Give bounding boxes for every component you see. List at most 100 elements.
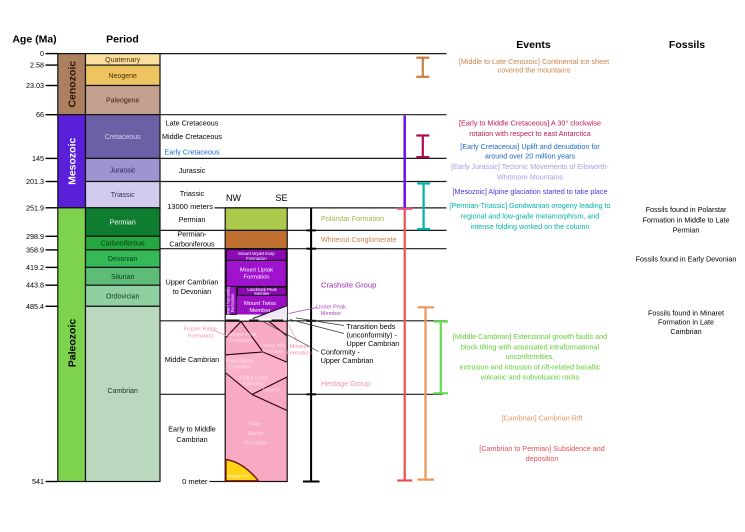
svg-text:Cretaceous: Cretaceous [105,134,141,141]
svg-text:regional and low-grade metamor: regional and low-grade metamorphism, and [461,211,600,220]
svg-text:Fossils found in Early Devonia: Fossils found in Early Devonian [636,255,737,264]
svg-text:Silurian: Silurian [111,274,134,281]
svg-text:Devonian: Devonian [108,256,138,263]
svg-text:Whitmore Mountains: Whitmore Mountains [497,172,563,181]
svg-text:Middle Cambrian: Middle Cambrian [165,355,219,364]
svg-text:Liberty Hills: Liberty Hills [260,343,286,349]
svg-text:Glacier: Glacier [248,431,264,437]
svg-text:Mesozoic: Mesozoic [67,138,79,185]
svg-text:unconformities,: unconformities, [506,352,555,361]
svg-text:Jurassic: Jurassic [110,168,136,175]
svg-text:(unconformity) -: (unconformity) - [347,331,398,340]
svg-text:NW: NW [226,193,241,203]
svg-text:Carboniferous: Carboniferous [169,239,215,248]
svg-text:201.3: 201.3 [26,177,44,186]
svg-text:[Middle Cambrian] Extensional: [Middle Cambrian] Extensional growth fau… [453,332,607,341]
svg-text:[Permian-Triassic] Gondwanian: [Permian-Triassic] Gondwanian orogeny le… [449,201,610,210]
svg-text:volcanic and subvolcanic rocks: volcanic and subvolcanic rocks [481,372,580,381]
svg-text:SE: SE [275,193,287,203]
svg-text:Landmark Peak: Landmark Peak [247,287,277,292]
svg-text:Paleogene: Paleogene [106,98,140,105]
svg-text:Polarstar Formation: Polarstar Formation [321,214,384,223]
svg-text:deposition: deposition [526,454,559,463]
svg-text:Transition beds: Transition beds [347,322,396,331]
svg-text:Upper Cambrian: Upper Cambrian [166,277,219,286]
svg-text:Minaret: Minaret [263,387,280,393]
svg-text:Formation in Late: Formation in Late [658,317,714,326]
svg-text:Fossils: Fossils [669,39,705,51]
svg-text:145: 145 [32,154,44,163]
svg-text:0: 0 [40,49,44,58]
svg-text:[Mesozoic] Alpine glaciation s: [Mesozoic] Alpine glaciation started to … [452,187,607,196]
svg-text:Formation: Formation [188,333,213,339]
svg-text:Frazier Ridge: Frazier Ridge [184,326,218,332]
svg-text:Early to Middle: Early to Middle [168,425,216,434]
svg-text:Ordovician: Ordovician [106,293,140,300]
svg-text:Drake Icefall: Drake Icefall [240,376,268,382]
svg-text:Late Cretaceous: Late Cretaceous [166,118,219,127]
svg-text:[Cambrian] Cambrian Rift: [Cambrian] Cambrian Rift [501,413,582,422]
svg-text:Heritage Group: Heritage Group [321,379,370,388]
svg-text:Member: Member [254,291,270,296]
svg-text:Formation: Formation [246,256,267,261]
svg-text:Formation in Middle to Late: Formation in Middle to Late [642,215,729,224]
svg-text:443.8: 443.8 [26,281,44,290]
svg-text:541: 541 [32,477,44,486]
svg-text:[Early Jurassic] Tectonic Move: [Early Jurassic] Tectonic Movements of E… [451,162,609,171]
svg-text:[Early to Middle Cretaceous] A: [Early to Middle Cretaceous] A 30° clock… [459,119,601,128]
svg-text:covered the mountains: covered the mountains [498,66,571,75]
svg-text:block tilting with associated: block tilting with associated intraforma… [461,343,600,352]
svg-text:Mount Wyatt Earp: Mount Wyatt Earp [238,251,275,256]
svg-text:Cambrian: Cambrian [670,327,701,336]
svg-text:Linder Peak: Linder Peak [316,304,346,310]
svg-text:to Devonian: to Devonian [173,287,211,296]
svg-text:Formation: Formation [230,293,235,313]
svg-text:Formation: Formation [230,338,253,344]
svg-text:around over 20 million years: around over 20 million years [485,152,576,161]
svg-text:Triassic: Triassic [111,192,135,199]
svg-text:2.58: 2.58 [30,61,44,70]
svg-text:Upper Cambrian: Upper Cambrian [347,339,400,348]
svg-text:Formation: Formation [229,364,252,370]
svg-text:Mount Twiss: Mount Twiss [244,301,276,307]
svg-text:Conformity -: Conformity - [321,348,361,357]
svg-text:intense folding worked on the: intense folding worked on the column [471,222,590,231]
svg-text:Formation: Formation [243,382,266,388]
svg-text:Union: Union [249,422,262,428]
svg-text:66: 66 [36,110,44,119]
svg-text:Period: Period [106,34,139,46]
svg-text:Events: Events [516,39,551,51]
svg-text:298.9: 298.9 [26,232,44,241]
svg-text:Age (Ma): Age (Ma) [12,34,56,46]
svg-text:Paleozoic: Paleozoic [67,319,79,368]
svg-text:Member: Member [249,308,270,314]
svg-text:[Cambrian to Permian] Subsiden: [Cambrian to Permian] Subsidence and [479,444,604,453]
svg-text:Minaret: Minaret [290,344,309,350]
svg-text:[Middle to Late Cenozoic] Cont: [Middle to Late Cenozoic] Continental ic… [459,57,609,66]
svg-text:Permian-: Permian- [177,229,207,238]
svg-text:485.4: 485.4 [26,302,44,311]
svg-text:Mount Liptak: Mount Liptak [240,268,273,274]
svg-text:Carboniferous: Carboniferous [101,241,145,248]
svg-text:Whiteout Conglomerate: Whiteout Conglomerate [321,235,397,244]
svg-text:Permian: Permian [179,215,206,224]
svg-text:Jurassic: Jurassic [179,166,206,175]
svg-text:Formation: Formation [243,275,269,281]
svg-text:Crashsite Group: Crashsite Group [321,281,376,290]
svg-text:13000 meters: 13000 meters [167,202,213,211]
svg-text:Cambrian: Cambrian [108,388,138,395]
svg-text:rotation with respect to east: rotation with respect to east Antarctica [469,129,590,138]
svg-text:Middle Cretaceous: Middle Cretaceous [162,132,222,141]
svg-text:Triassic: Triassic [180,189,205,198]
svg-text:[Early Cretaceous] Uplift and: [Early Cretaceous] Uplift and denudation… [460,142,600,151]
svg-text:Hyde Glacier: Hyde Glacier [226,358,255,364]
svg-text:Formation: Formation [244,441,267,447]
svg-text:Neogene: Neogene [108,73,137,80]
svg-text:Minaret Fm: Minaret Fm [227,474,249,479]
svg-text:Member: Member [321,311,342,317]
svg-text:0 meter: 0 meter [182,477,208,486]
svg-text:Upper Cambrian: Upper Cambrian [321,356,374,365]
svg-text:251.9: 251.9 [26,203,44,212]
svg-text:Howard Nunataks: Howard Nunataks [226,286,231,319]
svg-text:Early Cretaceous: Early Cretaceous [164,148,220,157]
